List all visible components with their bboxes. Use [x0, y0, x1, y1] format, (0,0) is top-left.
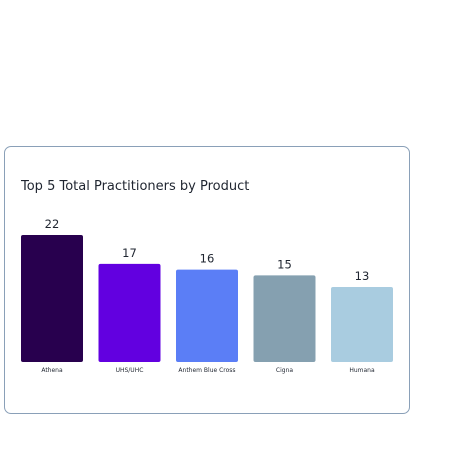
category-label: Cigna: [276, 367, 293, 374]
chart-title: Top 5 Total Practitioners by Product: [21, 179, 250, 194]
bar-value-label: 22: [45, 217, 60, 231]
category-label: Athena: [41, 367, 63, 374]
bar-athena: [21, 235, 83, 362]
bar-anthem-blue-cross: [176, 269, 238, 362]
category-label: UHS/UHC: [116, 367, 144, 374]
category-label: Anthem Blue Cross: [178, 367, 235, 374]
chart-card: Top 5 Total Practitioners by Product 22 A…: [4, 146, 410, 414]
category-label: Humana: [349, 367, 375, 374]
bar-value-label: 15: [277, 257, 292, 271]
bar-humana: [331, 286, 393, 362]
bar-value-label: 17: [122, 246, 137, 260]
bar-uhs-uhc: [98, 263, 161, 362]
bar-chart: 22 Athena 17 UHS/UHC 16 Anthem Blue Cross 15 Ci…: [21, 217, 393, 374]
bar-value-label: 16: [200, 252, 215, 266]
bar-value-label: 13: [355, 269, 370, 283]
bar-cigna: [253, 275, 316, 362]
